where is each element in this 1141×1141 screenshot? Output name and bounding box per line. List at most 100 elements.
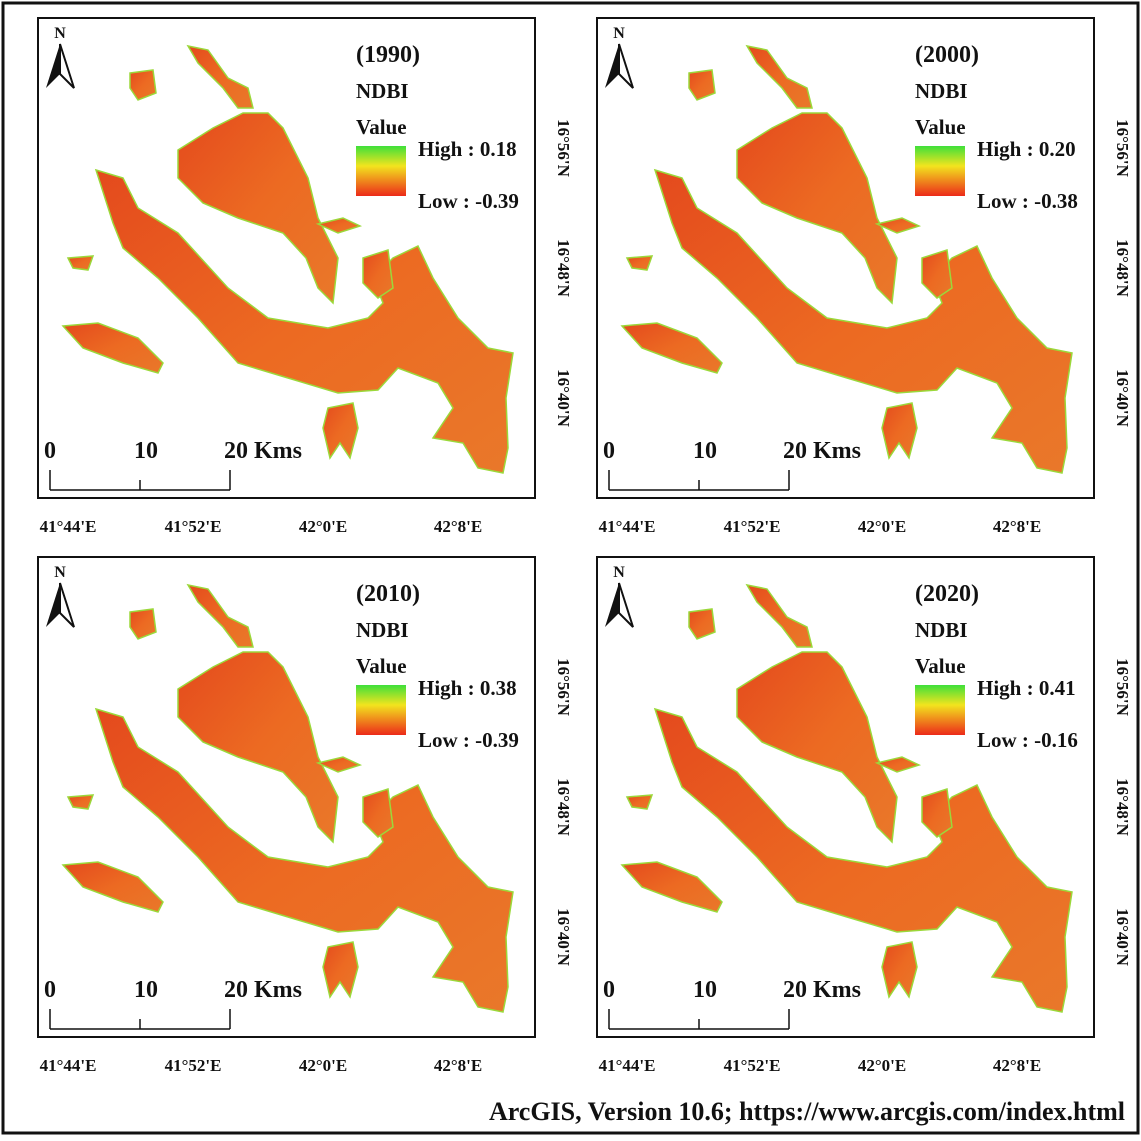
scale-label: 20 Kms — [783, 438, 861, 464]
lat-label: 16°48'N — [554, 778, 573, 837]
legend-title: Value — [915, 115, 966, 139]
north-arrow — [59, 43, 75, 89]
north-label: N — [54, 564, 66, 581]
panel-frame — [37, 17, 536, 499]
land-area — [66, 794, 95, 810]
land-area — [66, 255, 95, 271]
legend-high: High : 0.38 — [418, 676, 517, 700]
footer: ArcGIS, Version 10.6; https://www.arcgis… — [489, 1097, 1125, 1126]
year-label: (2010) — [356, 581, 420, 607]
land-area — [881, 402, 918, 460]
panel-frame — [596, 17, 1095, 499]
scale-label: 0 — [603, 438, 615, 464]
lat-label: 16°56'N — [1113, 658, 1132, 717]
index-label: NDBI — [356, 79, 409, 103]
scale-label: 10 — [134, 438, 158, 464]
lat-label: 16°48'N — [554, 239, 573, 298]
legend-high: High : 0.18 — [418, 137, 517, 161]
scale-label: 20 Kms — [224, 438, 302, 464]
legend-ramp — [356, 685, 406, 735]
scale-label: 0 — [44, 977, 56, 1003]
north-arrow-half — [46, 583, 60, 627]
legend-ramp — [915, 685, 965, 735]
scale-label: 10 — [693, 438, 717, 464]
north-arrow — [618, 43, 634, 89]
lon-label: 42°8'E — [434, 517, 482, 536]
lon-label: 42°8'E — [993, 517, 1041, 536]
land-area — [94, 168, 514, 474]
legend-title: Value — [356, 654, 407, 678]
land-area — [625, 794, 654, 810]
land-area — [177, 651, 339, 844]
north-arrow-half — [605, 583, 619, 627]
north-arrow-half — [46, 44, 60, 88]
land-area — [620, 861, 723, 913]
scale-label: 10 — [693, 977, 717, 1003]
scale-label: 20 Kms — [783, 977, 861, 1003]
land-area — [921, 249, 953, 299]
lat-label: 16°40'N — [1113, 908, 1132, 967]
lat-label: 16°40'N — [554, 369, 573, 428]
legend-low: Low : -0.39 — [418, 728, 519, 752]
lon-label: 41°44'E — [40, 517, 97, 536]
legend-ramp — [356, 146, 406, 196]
land-area — [881, 941, 918, 999]
lon-label: 42°0'E — [299, 517, 347, 536]
lon-label: 41°44'E — [40, 1056, 97, 1075]
year-label: (1990) — [356, 42, 420, 68]
panel-frame — [596, 556, 1095, 1038]
scale-label: 10 — [134, 977, 158, 1003]
land-area — [688, 69, 716, 101]
year-label: (2000) — [915, 42, 979, 68]
legend-title: Value — [915, 654, 966, 678]
land-area — [362, 249, 394, 299]
lon-label: 42°0'E — [299, 1056, 347, 1075]
lon-label: 42°0'E — [858, 517, 906, 536]
land-area — [620, 322, 723, 374]
land-area — [94, 707, 514, 1013]
scale-label: 0 — [44, 438, 56, 464]
legend-ramp — [915, 146, 965, 196]
legend-low: Low : -0.38 — [977, 189, 1078, 213]
land-area — [61, 861, 164, 913]
map-panel: N (2010) NDBI Value High : 0.38 Low : -0.39 0 1… — [37, 556, 573, 1075]
land-area — [653, 168, 1073, 474]
land-area — [736, 112, 898, 305]
lon-label: 41°44'E — [599, 1056, 656, 1075]
land-area — [745, 583, 813, 648]
land-area — [745, 44, 813, 109]
land-area — [874, 217, 922, 234]
north-label: N — [613, 25, 625, 42]
lat-label: 16°56'N — [1113, 119, 1132, 178]
legend-low: Low : -0.16 — [977, 728, 1078, 752]
map-panel: N (2000) NDBI Value High : 0.20 Low : -0.38 0 1… — [596, 17, 1132, 536]
land-area — [315, 217, 363, 234]
land-area — [653, 707, 1073, 1013]
scale-label: 20 Kms — [224, 977, 302, 1003]
map-panel: N (2020) NDBI Value High : 0.41 Low : -0.16 0 1… — [596, 556, 1132, 1075]
lon-label: 42°0'E — [858, 1056, 906, 1075]
land-area — [322, 941, 359, 999]
land-area — [625, 255, 654, 271]
lon-label: 42°8'E — [434, 1056, 482, 1075]
lat-label: 16°40'N — [1113, 369, 1132, 428]
north-arrow-half — [605, 44, 619, 88]
legend-low: Low : -0.39 — [418, 189, 519, 213]
lat-label: 16°56'N — [554, 119, 573, 178]
scale-label: 0 — [603, 977, 615, 1003]
lon-label: 41°52'E — [724, 517, 781, 536]
index-label: NDBI — [915, 79, 968, 103]
index-label: NDBI — [356, 618, 409, 642]
land-area — [61, 322, 164, 374]
lat-label: 16°48'N — [1113, 239, 1132, 298]
lon-label: 41°52'E — [165, 1056, 222, 1075]
land-area — [362, 788, 394, 838]
lat-label: 16°40'N — [554, 908, 573, 967]
lat-label: 16°48'N — [1113, 778, 1132, 837]
lon-label: 41°52'E — [724, 1056, 781, 1075]
land-area — [921, 788, 953, 838]
lon-label: 42°8'E — [993, 1056, 1041, 1075]
map-panel: N (1990) NDBI Value High : 0.18 Low : -0.39 0 1… — [37, 17, 573, 536]
